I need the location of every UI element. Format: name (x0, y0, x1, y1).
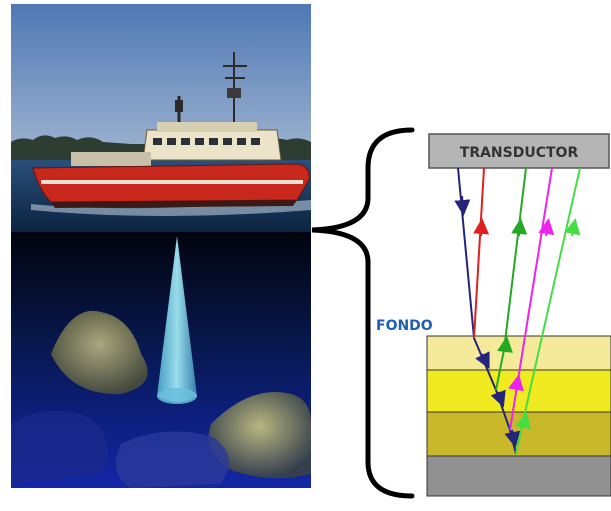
ship-sonar-photo (11, 4, 311, 488)
seafloor-ridge (208, 392, 311, 479)
seabed-label: FONDO (376, 318, 433, 334)
sonar-beam (157, 236, 197, 404)
acoustic-rays (454, 167, 581, 455)
layer-bedrock (426, 455, 611, 497)
seafloor-mound (51, 310, 148, 395)
layer-top (426, 335, 611, 371)
ray-red (473, 167, 485, 339)
survey-ship (32, 52, 310, 208)
layer-olive (426, 411, 611, 457)
ship-wake (31, 200, 311, 216)
curly-brace (311, 127, 415, 499)
transducer-label: TRANSDUCTOR (460, 145, 579, 161)
transducer-box (428, 133, 610, 169)
ray-lime (515, 167, 581, 455)
ship-sonar-illustration (11, 4, 311, 488)
